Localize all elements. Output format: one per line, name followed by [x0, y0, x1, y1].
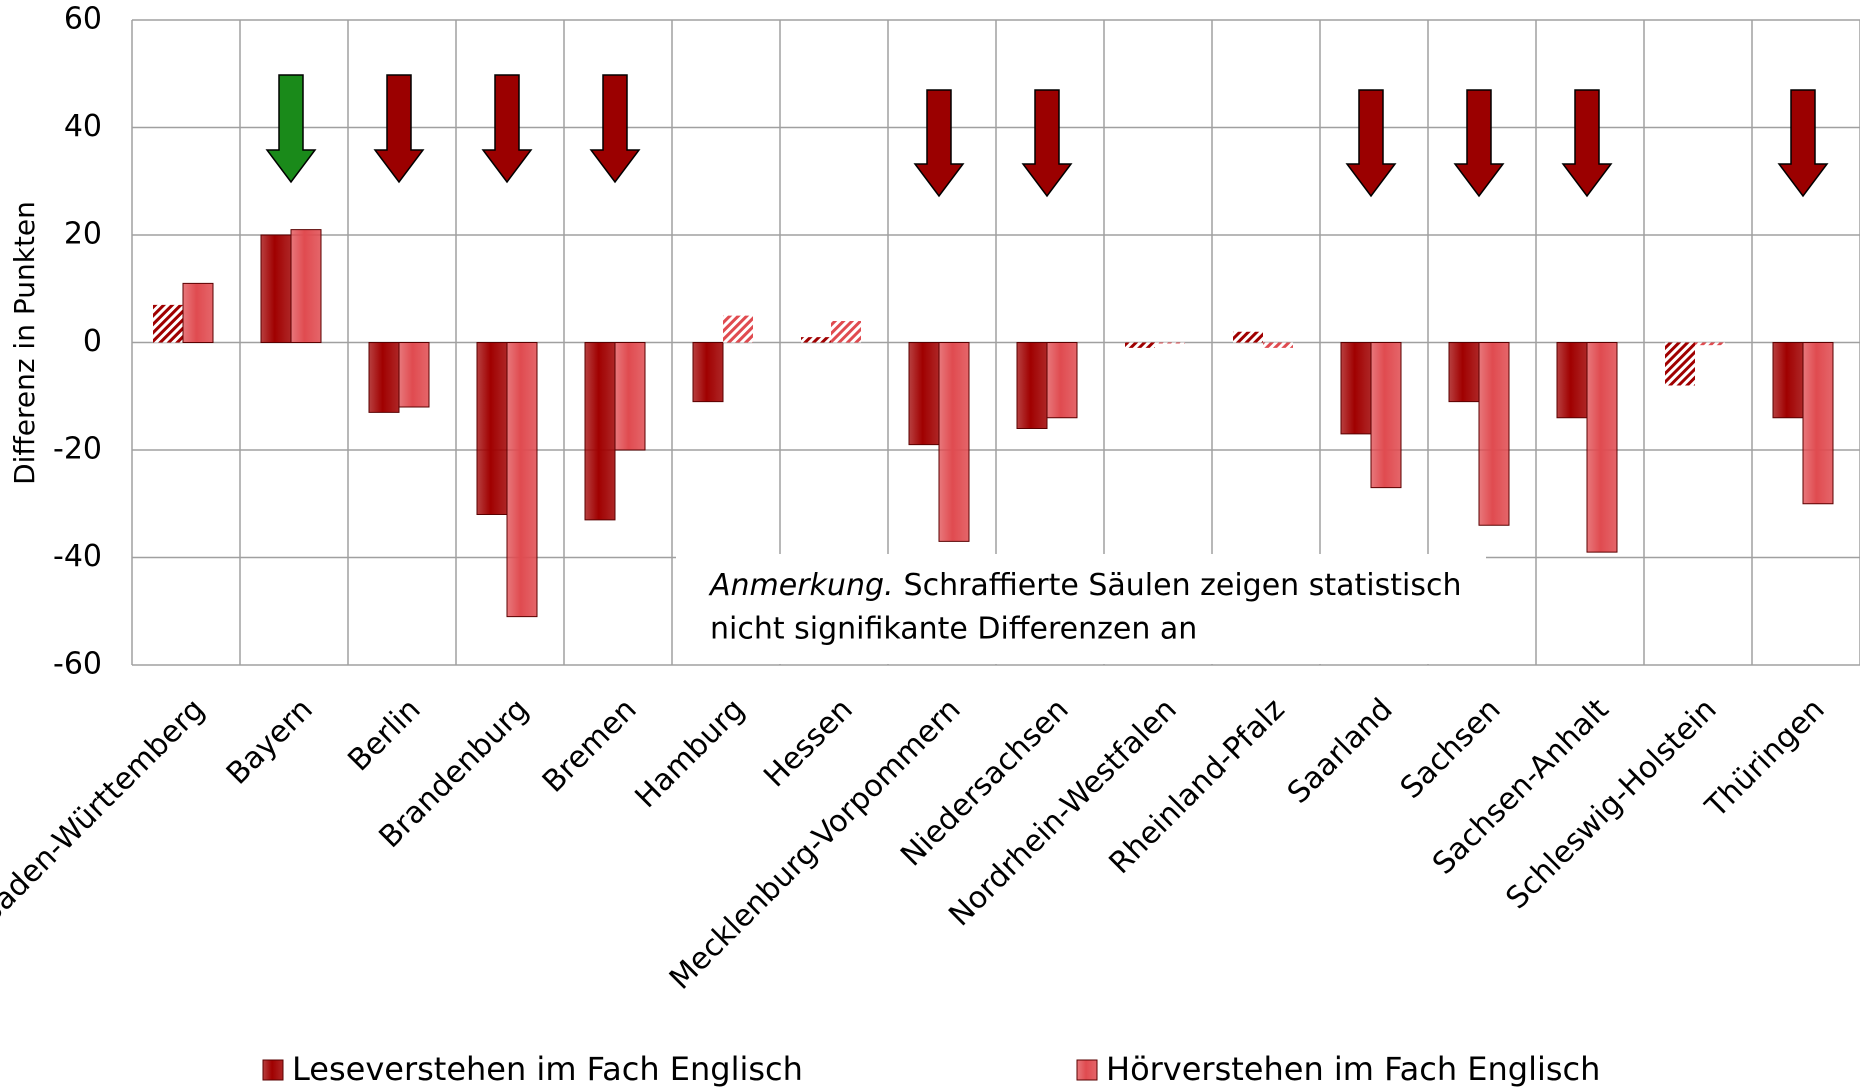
- legend-label: Hörverstehen im Fach Englisch: [1106, 1050, 1600, 1088]
- arrow: [265, 74, 317, 184]
- y-tick-label: -20: [53, 432, 102, 467]
- arrow: [1561, 89, 1613, 198]
- bar: [723, 315, 753, 343]
- x-tick-label: Schleswig-Holstein: [1499, 692, 1723, 916]
- bar: [398, 342, 430, 408]
- bar: [1665, 342, 1695, 386]
- legend-swatch: [262, 1059, 284, 1081]
- bar: [692, 342, 724, 403]
- x-tick-label: Bayern: [220, 692, 320, 792]
- y-axis-label: Differenz in Punkten: [8, 201, 41, 485]
- x-tick-label: Baden-Württemberg: [0, 692, 212, 932]
- y-tick-label: -60: [53, 647, 102, 682]
- y-tick-label: 0: [83, 324, 102, 359]
- annotation-text: nicht signifikante Differenzen an: [710, 612, 1197, 647]
- bar: [1233, 331, 1263, 343]
- bar: [153, 304, 183, 343]
- bar: [908, 342, 940, 446]
- bar: [1263, 342, 1293, 348]
- arrow: [1345, 89, 1397, 198]
- bar: [831, 321, 861, 343]
- x-tick-label: Berlin: [341, 692, 427, 778]
- arrow: [1021, 89, 1073, 198]
- bar: [1802, 342, 1834, 505]
- annotation-box: [676, 554, 1486, 664]
- bar: [1155, 342, 1185, 344]
- bar: [368, 342, 400, 413]
- arrow: [481, 74, 533, 184]
- bar: [801, 337, 831, 343]
- bar: [506, 342, 538, 618]
- bar: [260, 234, 292, 343]
- bar: [1695, 342, 1725, 346]
- arrow: [913, 89, 965, 198]
- bar: [1478, 342, 1510, 526]
- y-tick-label: -40: [53, 539, 102, 574]
- bar: [1016, 342, 1048, 429]
- bar: [1125, 342, 1155, 348]
- annotation: Anmerkung. Schraffierte Säulen zeigen sta…: [708, 568, 1461, 603]
- bar: [1370, 342, 1402, 489]
- annotation-text: Schraffierte Säulen zeigen statistisch: [904, 568, 1462, 603]
- bar: [1046, 342, 1078, 419]
- bar: [614, 342, 646, 451]
- arrow: [1777, 89, 1829, 198]
- x-tick-label: Bremen: [536, 692, 644, 800]
- bar: [938, 342, 970, 542]
- x-tick-label: Hamburg: [629, 692, 752, 815]
- arrow: [373, 74, 425, 184]
- bar: [1586, 342, 1618, 553]
- arrow: [589, 74, 641, 184]
- y-tick-label: 20: [64, 217, 102, 252]
- annotation-emphasis: Anmerkung.: [708, 568, 894, 603]
- x-tick-label: Sachsen: [1394, 692, 1508, 806]
- legend-label: Leseverstehen im Fach Englisch: [292, 1050, 803, 1088]
- bar: [584, 342, 616, 521]
- legend-swatch: [1076, 1059, 1098, 1081]
- y-tick-label: 60: [64, 2, 102, 37]
- y-tick-label: 40: [64, 109, 102, 144]
- bar: [1772, 342, 1804, 419]
- x-tick-label: Hessen: [757, 692, 859, 794]
- x-tick-label: Saarland: [1281, 692, 1400, 811]
- bar: [1556, 342, 1588, 419]
- arrow: [1453, 89, 1505, 198]
- bar: [1448, 342, 1480, 403]
- bar: [1340, 342, 1372, 435]
- bar: [182, 282, 214, 343]
- bar: [290, 229, 322, 343]
- bar: [476, 342, 508, 515]
